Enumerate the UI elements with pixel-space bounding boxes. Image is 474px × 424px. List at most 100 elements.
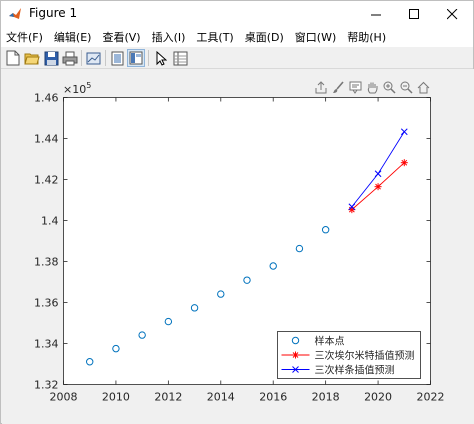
zoom-in-button[interactable] [382,80,397,95]
legend-marker [291,336,300,345]
property-inspector-icon [173,51,187,65]
sample-point [164,317,173,326]
plot-area: 2008 2010 2012 2014 2016 2018 2020 2022 1.32 1.34… [34,81,445,404]
print-button[interactable] [61,49,79,67]
save-button[interactable] [42,49,60,67]
open-file-button[interactable] [23,49,41,67]
title-bar: Figure 1 [1,1,473,27]
open-file-icon [24,53,40,65]
y-tick-label: 1.34 [34,338,59,351]
zoom-out-icon [400,81,413,94]
legend-marker [292,366,299,373]
spline-point [400,128,408,136]
sample-point [243,276,251,284]
menu-tools[interactable]: 工具(T) [196,31,234,44]
maximize-button[interactable] [395,1,433,27]
y-tick-label: 1.42 [34,174,59,187]
edit-plot-button[interactable] [152,49,170,67]
matlab-logo-icon [9,8,21,19]
link-plot-icon [86,52,101,64]
x-tick-label: 2014 [207,391,235,404]
hide-plot-tools-button[interactable] [109,49,127,67]
x-tick-label: 2022 [417,391,445,404]
edit-plot-icon [156,50,167,66]
new-figure-icon [6,50,20,66]
sample-point [190,304,199,312]
legend-label: 三次埃尔米特插值预测 [315,349,415,362]
menu-desktop[interactable]: 桌面(D) [244,31,284,44]
x-tick-label: 2020 [364,391,392,404]
y-tick-label: 1.32 [34,379,59,392]
y-tick-label: 1.36 [34,297,59,310]
toolbar-separator [148,50,149,66]
legend-marker [292,351,299,359]
menu-edit[interactable]: 编辑(E) [53,31,92,44]
x-tick-label: 2010 [102,391,130,404]
x-tick-label: 2012 [154,391,182,404]
series-0 [86,226,330,366]
export-button[interactable] [314,80,329,95]
new-figure-button[interactable] [4,49,22,67]
zoom-out-button[interactable] [399,80,414,95]
maximize-icon [408,8,419,19]
x-tick-label: 2008 [50,391,78,404]
window-title: Figure 1 [29,6,78,20]
y-exponent-label: ×105 [63,81,91,96]
sample-point [86,358,94,366]
spline-point [374,170,382,178]
minimize-icon [370,14,381,15]
sample-point [138,331,146,339]
axes-toolbar [314,79,433,95]
menu-file[interactable]: 文件(F) [6,31,43,44]
link-plot-button[interactable] [85,49,103,67]
save-icon [44,51,58,65]
hermite-point [374,183,382,191]
y-tick-label: 1.38 [34,256,59,269]
figure-canvas: 2008 2010 2012 2014 2016 2018 2020 2022 1.32 1.34… [2,69,474,424]
datatip-button[interactable] [348,80,363,95]
minimize-button[interactable] [357,1,395,27]
brush-button[interactable] [331,80,346,95]
pan-icon [367,82,378,93]
y-tick-label: 1.46 [34,92,59,105]
print-icon [62,51,78,65]
home-button[interactable] [416,80,431,95]
sample-point [295,244,304,253]
toolbar-separator [81,50,82,66]
figure-toolbar [1,47,473,69]
legend-label: 三次样条插值预测 [315,364,395,377]
home-icon [417,81,430,93]
toolbar-separator [105,50,106,66]
pan-button[interactable] [365,80,380,95]
y-tick-label: 1.4 [41,215,59,228]
close-icon [446,8,457,19]
menu-bar: 文件(F) 编辑(E) 查看(V) 插入(I) 工具(T) 桌面(D) 窗口(W… [1,27,473,47]
show-plot-tools-icon [129,51,143,65]
y-tick-label: 1.44 [34,133,59,146]
hide-plot-tools-icon [111,51,124,65]
hermite-point [400,159,408,167]
legend-label: 样本点 [315,335,345,348]
menu-help[interactable]: 帮助(H) [347,31,387,44]
x-tick-label: 2018 [312,391,340,404]
sample-point [321,226,330,234]
sample-point [112,344,120,353]
menu-insert[interactable]: 插入(I) [151,31,186,44]
brush-icon [333,80,344,93]
menu-window[interactable]: 窗口(W) [294,31,337,44]
datatip-icon [349,81,362,94]
close-button[interactable] [433,1,471,27]
axes-box [63,97,431,385]
sample-point [217,290,225,298]
show-plot-tools-button[interactable] [127,49,145,67]
zoom-in-icon [383,81,396,94]
sample-point [269,262,277,270]
menu-view[interactable]: 查看(V) [102,31,141,44]
spline-point [348,203,356,211]
property-inspector-button[interactable] [171,49,189,67]
x-tick-label: 2016 [259,391,287,404]
series-2 [348,128,408,211]
export-icon [315,80,327,93]
